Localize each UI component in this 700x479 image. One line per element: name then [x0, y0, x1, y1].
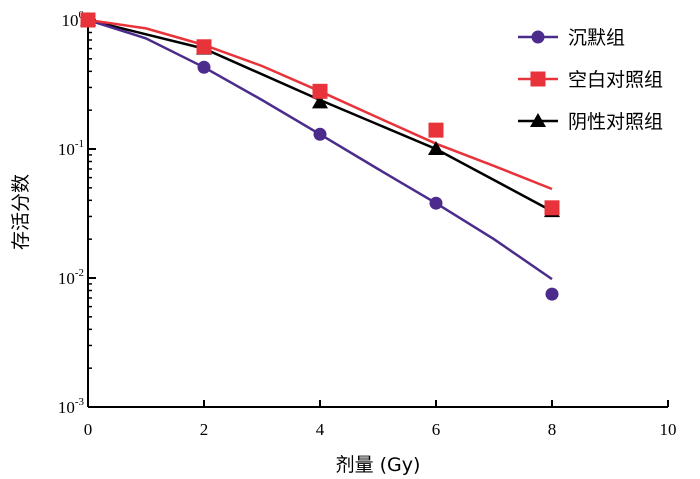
- legend-marker-2: [530, 113, 546, 127]
- x-tick-label: 10: [660, 420, 677, 439]
- legend-marker-1: [530, 71, 546, 87]
- series-layer: [80, 12, 560, 301]
- data-point-2: [428, 141, 444, 155]
- legend-label-0: 沉默组: [568, 27, 625, 49]
- legend-label-2: 阴性对照组: [568, 111, 663, 133]
- data-point-1: [312, 83, 328, 99]
- data-point-0: [429, 196, 443, 210]
- y-axis-ticks: 10010-110-210-3: [58, 9, 96, 417]
- x-axis-label: 剂量 (Gy): [336, 454, 421, 476]
- x-axis-ticks: 0 2 4 6 8 10: [84, 400, 677, 439]
- data-point-2: [312, 94, 328, 109]
- data-point-1: [196, 39, 212, 55]
- data-point-1: [80, 12, 96, 28]
- data-point-0: [545, 287, 559, 301]
- data-point-0: [197, 60, 211, 74]
- x-tick-label: 2: [200, 420, 209, 439]
- y-tick-label: 10-2: [58, 267, 84, 288]
- data-point-1: [428, 122, 444, 138]
- y-tick-label: 10-3: [58, 396, 85, 417]
- y-axis-label: 存活分数: [10, 174, 32, 250]
- data-point-1: [544, 200, 560, 216]
- data-point-0: [313, 127, 327, 141]
- x-tick-label: 4: [316, 420, 325, 439]
- legend-marker-0: [531, 30, 545, 44]
- x-tick-label: 0: [84, 420, 93, 439]
- x-tick-label: 8: [548, 420, 557, 439]
- series-line-2: [87, 18, 553, 213]
- legend-label-1: 空白对照组: [568, 69, 663, 91]
- y-tick-label: 10-1: [58, 138, 84, 159]
- series-line-0: [87, 18, 553, 281]
- x-tick-label: 6: [432, 420, 441, 439]
